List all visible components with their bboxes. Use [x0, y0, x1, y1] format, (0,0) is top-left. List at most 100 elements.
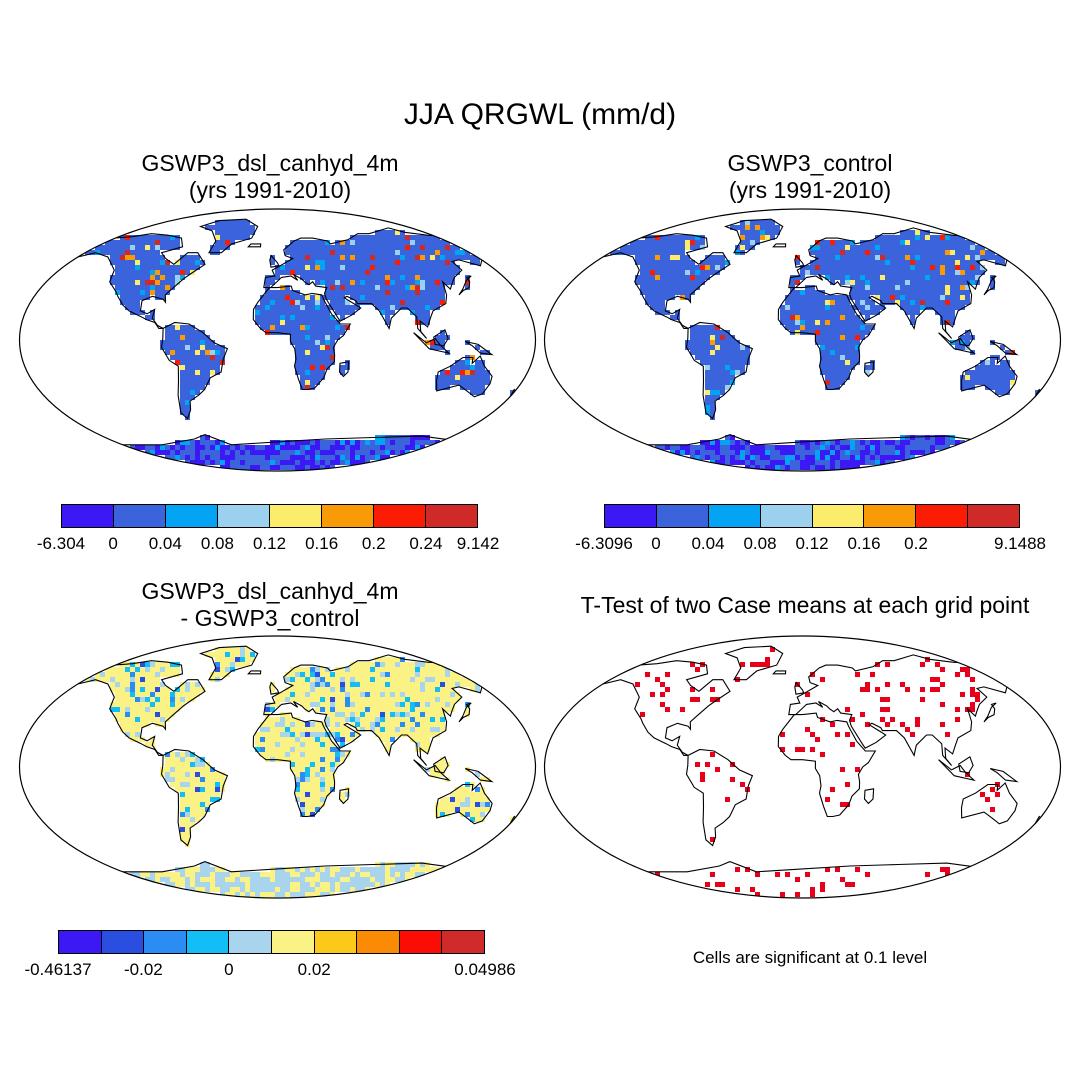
coast-indonesia	[413, 759, 451, 782]
cbar1-tick-label: 0.08	[200, 534, 234, 553]
coast-madagascar	[338, 788, 350, 805]
panel-1-title: GSWP3_dsl_canhyd_4m (yrs 1991-2010)	[70, 150, 470, 204]
coast-uk	[269, 254, 280, 268]
coast-south-america	[160, 748, 229, 847]
map4-ocean	[544, 636, 1061, 898]
coast-greenland	[723, 645, 784, 681]
cbar3-swatch-6	[314, 931, 358, 953]
coast-greenland	[198, 645, 259, 681]
panel-2-title: GSWP3_control (yrs 1991-2010)	[610, 150, 1010, 204]
coast-africa	[777, 712, 877, 818]
panel-4-title-line1: T-Test of two Case means at each grid po…	[580, 592, 1030, 618]
cbar3-swatch-5	[271, 931, 315, 953]
coast-uk	[794, 681, 805, 695]
colorbar-panel-3	[58, 930, 485, 954]
coast-north-america	[65, 233, 206, 329]
coast-eurasia	[788, 654, 1023, 766]
cbar2-tick-label: 0.12	[795, 534, 829, 553]
cbar3-tick-label: 0.04986	[454, 960, 516, 979]
cbar3-swatch-2	[144, 931, 187, 953]
cbar1-swatch-3	[218, 505, 270, 527]
map2-grid-cells	[610, 220, 1040, 470]
map2-map-border	[543, 208, 1062, 472]
coast-australia	[960, 782, 1018, 825]
cbar2-swatch-4	[812, 505, 865, 527]
panel-2-title-line1: GSWP3_control	[727, 150, 893, 176]
cbar3-swatch-0	[59, 931, 102, 953]
cbar2-swatch-1	[656, 505, 709, 527]
coast-south-america	[160, 321, 229, 420]
coast-indonesia	[938, 759, 976, 782]
map1-map-border	[18, 208, 537, 472]
coast-australia	[435, 782, 493, 825]
coast-new-guinea	[465, 767, 494, 783]
cbar2-swatch-7	[968, 505, 1019, 527]
colorbar-panel-2	[604, 504, 1020, 528]
coast-japan	[458, 275, 472, 296]
map-panel-4	[543, 635, 1062, 899]
cbar1-tick-label: -6.304	[36, 534, 86, 553]
coast-uk	[794, 254, 805, 268]
map-panel-2	[543, 208, 1062, 472]
cbar3-tick-label: -0.46137	[24, 960, 92, 979]
map3-map-border	[18, 635, 537, 899]
colorbar-panel-1	[61, 504, 478, 528]
coast-japan	[458, 702, 472, 723]
coast-north-america	[590, 660, 731, 756]
coast-greenland	[723, 218, 784, 254]
cbar2-tick-label: 0	[651, 534, 661, 553]
cbar3-swatch-1	[101, 931, 145, 953]
coast-borneo	[433, 328, 449, 347]
cbar2-swatch-2	[708, 505, 761, 527]
cbar2-swatch-5	[864, 505, 917, 527]
coast-africa	[252, 285, 352, 391]
coast-madagascar	[338, 361, 350, 378]
coast-south-america	[685, 748, 754, 847]
cbar1-tick-label: 0.12	[252, 534, 287, 553]
cbar1-swatch-5	[322, 505, 374, 527]
cbar1-tick-label: 0.2	[361, 534, 386, 553]
coast-indonesia	[938, 332, 976, 355]
cbar1-swatch-7	[426, 505, 477, 527]
map-panel-1	[18, 208, 537, 472]
coast-north-america	[65, 660, 206, 756]
cbar1-tick-label: 0	[108, 534, 118, 553]
cbar2-tick-label: 0.08	[743, 534, 777, 553]
coast-africa	[777, 285, 877, 391]
coast-japan	[983, 275, 997, 296]
cbar1-swatch-6	[374, 505, 426, 527]
panel-1-title-line1: GSWP3_dsl_canhyd_4m	[141, 150, 399, 176]
coast-iceland	[772, 670, 787, 675]
cbar1-tick-label: 0.24	[409, 534, 443, 553]
coast-new-guinea	[990, 767, 1019, 783]
cbar1-swatch-4	[270, 505, 322, 527]
coast-iceland	[247, 243, 262, 248]
coast-eurasia	[788, 227, 1023, 339]
cbar2-tick-label: 0.2	[904, 534, 928, 553]
panel-4-title: T-Test of two Case means at each grid po…	[545, 592, 1065, 619]
cbar1-tick-label: 9.142	[456, 534, 500, 553]
cbar2-swatch-3	[760, 505, 813, 527]
cbar1-tick-label: 0.16	[305, 534, 339, 553]
coast-uk	[269, 681, 280, 695]
panel-3-title: GSWP3_dsl_canhyd_4m - GSWP3_control	[70, 578, 470, 632]
coast-borneo	[958, 755, 974, 774]
map-panel-3	[18, 635, 537, 899]
cbar2-swatch-0	[605, 505, 657, 527]
cbar1-swatch-0	[62, 505, 114, 527]
cbar1-swatch-1	[114, 505, 166, 527]
coast-australia	[435, 355, 493, 398]
cbar3-swatch-9	[442, 931, 484, 953]
cbar2-tick-label: 9.1488	[994, 534, 1046, 553]
coast-south-america	[685, 321, 754, 420]
cbar3-tick-label: 0	[224, 960, 234, 979]
coast-greenland	[198, 218, 259, 254]
coast-madagascar	[863, 788, 875, 805]
coast-iceland	[772, 243, 787, 248]
cbar2-swatch-6	[916, 505, 969, 527]
cbar3-swatch-7	[357, 931, 400, 953]
coast-japan	[983, 702, 997, 723]
coast-eurasia	[263, 654, 498, 766]
cbar2-tick-label: 0.16	[847, 534, 881, 553]
figure-title: JJA QRGWL (mm/d)	[403, 98, 677, 131]
